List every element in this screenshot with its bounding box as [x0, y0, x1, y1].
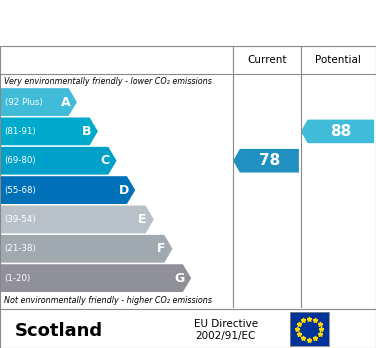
- Text: Environmental Impact (CO$_2$) Rating: Environmental Impact (CO$_2$) Rating: [37, 14, 339, 33]
- Text: F: F: [157, 242, 165, 255]
- Polygon shape: [0, 235, 173, 263]
- Text: 88: 88: [330, 124, 352, 139]
- Text: C: C: [101, 154, 110, 167]
- Text: 78: 78: [259, 153, 280, 168]
- Polygon shape: [301, 120, 374, 143]
- Text: G: G: [175, 272, 185, 285]
- Text: (39-54): (39-54): [5, 215, 36, 224]
- Polygon shape: [0, 147, 117, 175]
- Text: (92 Plus): (92 Plus): [5, 97, 42, 106]
- Polygon shape: [233, 149, 299, 173]
- Text: Current: Current: [247, 55, 287, 65]
- Text: (21-38): (21-38): [5, 244, 36, 253]
- Text: (55-68): (55-68): [5, 185, 36, 195]
- Text: D: D: [119, 184, 129, 197]
- Polygon shape: [0, 88, 77, 116]
- Text: EU Directive
2002/91/EC: EU Directive 2002/91/EC: [194, 319, 258, 341]
- Text: A: A: [61, 96, 70, 109]
- Text: Scotland: Scotland: [15, 322, 103, 340]
- Text: Very environmentally friendly - lower CO₂ emissions: Very environmentally friendly - lower CO…: [4, 77, 212, 86]
- Polygon shape: [0, 176, 135, 204]
- Text: (69-80): (69-80): [5, 156, 36, 165]
- Text: (81-91): (81-91): [5, 127, 36, 136]
- Polygon shape: [0, 264, 191, 292]
- Polygon shape: [0, 118, 98, 145]
- Text: (1-20): (1-20): [5, 274, 31, 283]
- Text: Not environmentally friendly - higher CO₂ emissions: Not environmentally friendly - higher CO…: [4, 296, 212, 305]
- Text: B: B: [82, 125, 91, 138]
- Text: Potential: Potential: [315, 55, 361, 65]
- Polygon shape: [0, 206, 154, 233]
- Text: E: E: [138, 213, 147, 226]
